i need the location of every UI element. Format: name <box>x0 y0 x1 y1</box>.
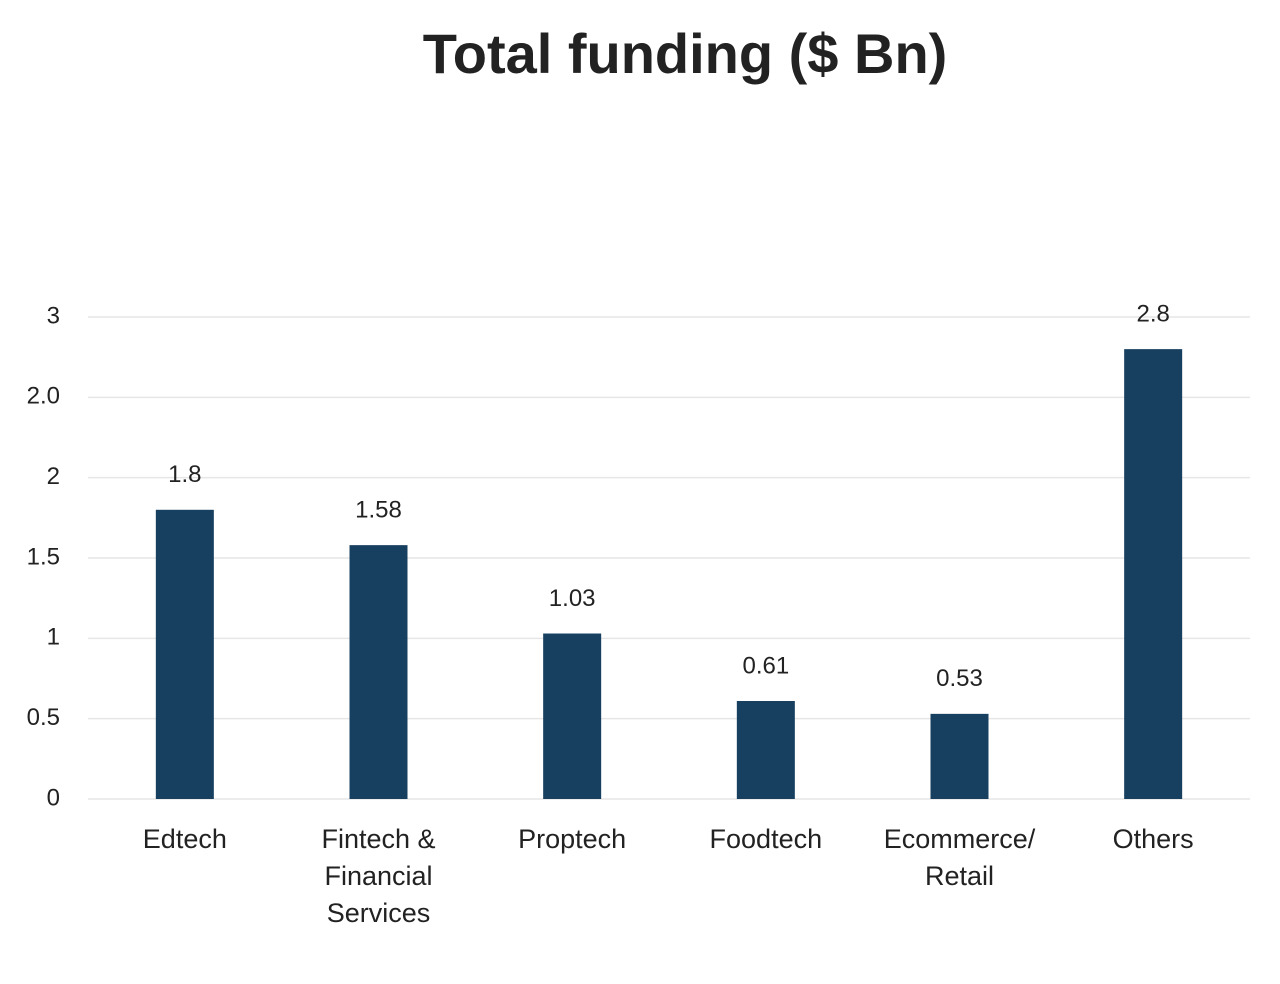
data-label: 0.61 <box>742 652 789 679</box>
x-tick-label: Others <box>1112 824 1194 854</box>
data-label: 1.8 <box>168 461 201 488</box>
x-tick-label: Fintech & Financial Services <box>321 824 436 928</box>
y-tick-label: 1.5 <box>27 543 60 570</box>
bar <box>155 509 214 799</box>
data-label: 2.8 <box>1136 300 1169 327</box>
x-tick-label: Foodtech <box>709 824 823 854</box>
data-label: 0.53 <box>936 665 983 692</box>
bar <box>930 713 989 799</box>
y-tick-label: 0.5 <box>27 704 60 731</box>
chart-title: Total funding ($ Bn) <box>423 22 948 85</box>
x-tick-label: Proptech <box>518 824 627 854</box>
data-label: 1.58 <box>355 496 402 523</box>
y-tick-label: 3 <box>47 302 60 329</box>
bar <box>349 545 408 799</box>
bar <box>543 633 602 799</box>
x-tick-label: Edtech <box>142 824 227 854</box>
y-tick-label: 0 <box>47 784 60 811</box>
data-label: 1.03 <box>549 585 596 612</box>
bar <box>736 700 795 799</box>
bar <box>1124 349 1183 799</box>
y-tick-label: 1 <box>47 624 60 651</box>
y-tick-label: 2 <box>47 463 60 490</box>
y-tick-label: 2.0 <box>27 383 60 410</box>
x-tick-label: Ecommerce/ Retail <box>883 824 1036 891</box>
